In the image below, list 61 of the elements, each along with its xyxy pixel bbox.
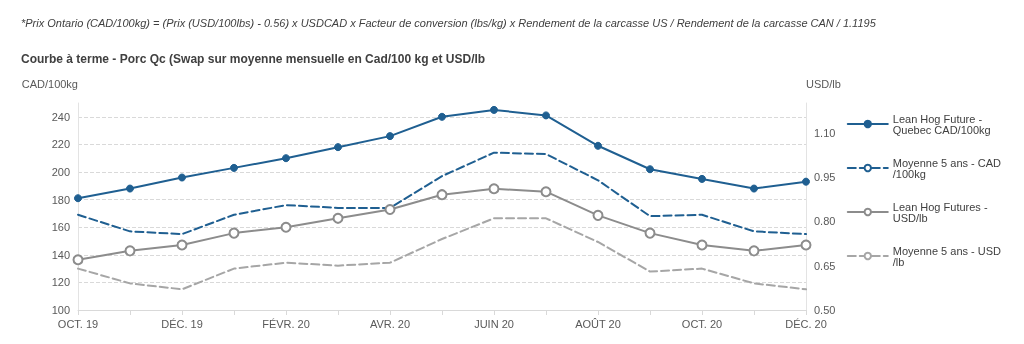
y2-tick-label: 0.80 — [814, 215, 836, 228]
y-tick-label: 160 — [51, 221, 70, 234]
point — [230, 163, 238, 172]
y-tick-label: 100 — [51, 304, 70, 316]
y2-tick-label: 0.65 — [814, 259, 836, 272]
point — [228, 227, 240, 239]
chart-title: Courbe à terme - Porc Qc (Swap sur moyenne mensuelle en Cad/100 kg et USD/lb — [21, 52, 486, 66]
point — [748, 245, 760, 257]
point — [592, 209, 604, 221]
x-tick-label: AOÛT 20 — [575, 317, 621, 330]
point — [72, 254, 84, 266]
x-tick-label: OCT. 19 — [57, 317, 99, 330]
point — [802, 177, 810, 186]
point — [644, 227, 656, 239]
point — [800, 239, 812, 251]
point — [334, 143, 342, 152]
x-tick-label: AVR. 20 — [369, 317, 411, 330]
point — [178, 173, 186, 182]
y2-tick-label: 1.10 — [814, 126, 836, 139]
line-series — [77, 151, 807, 236]
y-tick-label: 140 — [51, 248, 70, 261]
y-tick-label: 240 — [51, 110, 70, 123]
text: *Prix Ontario (CAD/100kg) = (Prix (USD/100lbs) - 0.56) x USDCAD x Facteur de conversion (lbs/kg) x Rendement de la carcasse US / Rendement de la carcasse CAN / 1.1195 — [21, 16, 877, 29]
point — [124, 245, 136, 257]
legend-label: Lean Hog Future - Quebec CAD/100kg — [892, 112, 991, 136]
legend-label: Moyenne 5 ans - CAD/100kg — [892, 156, 1002, 180]
line-series — [77, 217, 807, 291]
point — [280, 221, 292, 233]
point — [698, 174, 706, 183]
point — [332, 212, 344, 224]
x-tick-label: FÉVR. 20 — [262, 317, 310, 330]
y2-axis-title: USD/lb — [806, 77, 841, 90]
legend-label: Lean Hog Futures - USD/lb — [892, 200, 991, 224]
y-tick-label: 180 — [51, 193, 70, 206]
y2-tick-label: 0.95 — [814, 170, 836, 183]
point — [282, 154, 290, 163]
point — [74, 194, 82, 203]
point — [436, 189, 448, 201]
y-tick-label: 220 — [51, 138, 70, 151]
point — [542, 111, 550, 120]
point — [750, 184, 758, 193]
x-tick-label: OCT. 20 — [681, 317, 723, 330]
point — [490, 105, 498, 114]
x-tick-label: DÉC. 19 — [161, 317, 203, 330]
point — [540, 186, 552, 198]
point — [126, 184, 134, 193]
point — [594, 141, 602, 150]
point — [384, 203, 396, 215]
y-axis-title: CAD/100kg — [21, 77, 78, 90]
point — [176, 239, 188, 251]
point — [438, 112, 446, 121]
y-tick-label: 200 — [51, 166, 70, 178]
x-tick-label: DÉC. 20 — [785, 317, 827, 330]
y-tick-label: 120 — [51, 276, 70, 289]
point — [696, 239, 708, 251]
y2-tick-label: 0.50 — [814, 304, 836, 316]
x-tick-label: JUIN 20 — [474, 317, 514, 330]
point — [386, 132, 394, 141]
legend-label: Moyenne 5 ans - USD/lb — [892, 244, 1002, 268]
point — [646, 165, 654, 174]
point — [488, 183, 500, 195]
